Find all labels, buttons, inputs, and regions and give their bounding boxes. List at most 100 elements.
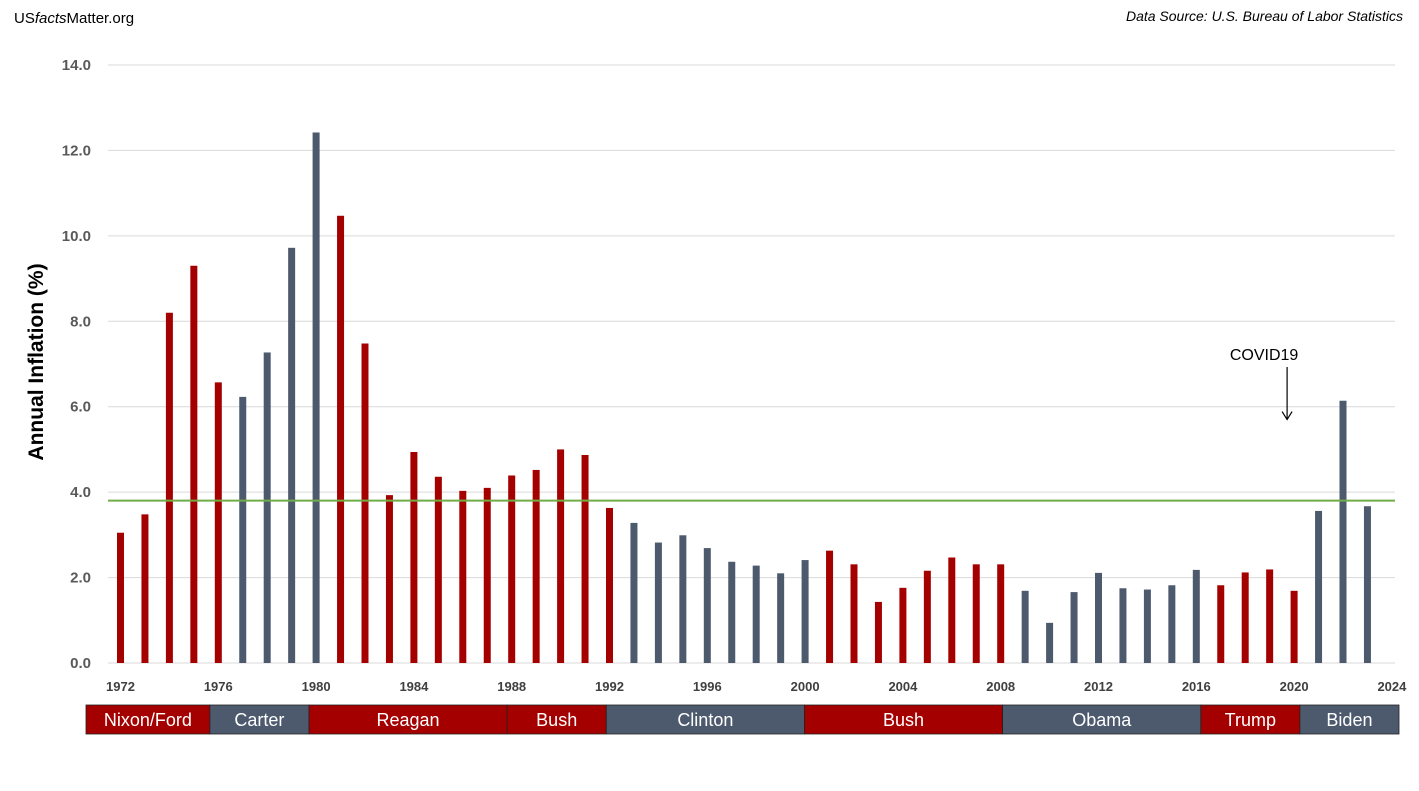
- bar-1991: [581, 454, 589, 663]
- bar-1976: [214, 382, 222, 663]
- bar-1981: [337, 215, 345, 663]
- bar-1975: [190, 265, 198, 663]
- bar-1983: [385, 495, 393, 663]
- bar-2015: [1168, 585, 1176, 663]
- bar-2006: [948, 557, 956, 663]
- bar-2004: [899, 587, 907, 663]
- bar-1984: [410, 451, 418, 663]
- y-tick-label: 8.0: [70, 313, 91, 330]
- bar-2011: [1070, 592, 1078, 663]
- term-label: Trump: [1225, 710, 1276, 730]
- x-tick-label: 1988: [497, 679, 526, 694]
- data-source-label: Data Source: U.S. Bureau of Labor Statis…: [1125, 8, 1403, 24]
- term-label: Nixon/Ford: [104, 710, 192, 730]
- bar-2001: [826, 550, 834, 663]
- x-tick-label: 1976: [204, 679, 233, 694]
- bar-2007: [972, 564, 980, 663]
- term-label: Biden: [1326, 710, 1372, 730]
- annotation-text: COVID19: [1230, 347, 1299, 364]
- term-block: [85, 704, 211, 735]
- x-tick-label: 2016: [1182, 679, 1211, 694]
- bar-1974: [165, 312, 173, 663]
- covid-annotation: COVID19: [1230, 347, 1299, 421]
- x-tick-label: 2000: [791, 679, 820, 694]
- bar-2002: [850, 564, 858, 663]
- bar-1999: [777, 573, 785, 663]
- y-tick-label: 14.0: [62, 57, 91, 74]
- x-tick-label: 1992: [595, 679, 624, 694]
- bar-1989: [532, 469, 540, 663]
- x-tick-label: 2024: [1377, 679, 1407, 694]
- x-tick-label: 1984: [399, 679, 429, 694]
- bar-1988: [508, 475, 516, 663]
- term-block: [1002, 704, 1202, 735]
- brand-suffix: Matter.org: [66, 10, 135, 27]
- x-tick-label: 1972: [106, 679, 135, 694]
- x-tick-label: 2008: [986, 679, 1015, 694]
- bar-1986: [459, 490, 467, 663]
- y-axis-label: Annual Inflation (%): [25, 263, 48, 460]
- bar-1995: [679, 535, 687, 663]
- x-tick-label: 2004: [888, 679, 918, 694]
- x-axis-ticks: 1972 1976 1980 1984 1988 1992 1996 2000 2004 2008…: [106, 679, 1407, 694]
- term-label: Reagan: [377, 710, 440, 730]
- bar-1979: [288, 247, 296, 663]
- bar-1972: [117, 532, 124, 663]
- term-block: [308, 704, 508, 735]
- term-block: [1299, 704, 1400, 735]
- bar-1990: [557, 449, 565, 663]
- y-tick-label: 10.0: [62, 228, 91, 245]
- brand-italic: facts: [34, 10, 67, 27]
- annotation-arrow-head: [1281, 411, 1293, 421]
- bar-1977: [239, 396, 247, 663]
- y-tick-label: 6.0: [70, 399, 91, 416]
- term-block: [506, 704, 607, 735]
- gridlines: [108, 64, 1395, 664]
- presidential-terms-bar: Nixon/Ford Carter Reagan Bush Clinton Bush Oba…: [85, 704, 1400, 735]
- bar-1997: [728, 561, 736, 663]
- bar-2003: [874, 601, 882, 663]
- bar-2009: [1021, 590, 1029, 663]
- bar-1985: [434, 476, 442, 663]
- y-tick-label: 0.0: [70, 655, 91, 672]
- bar-2013: [1119, 588, 1127, 663]
- term-label: Bush: [883, 710, 924, 730]
- bar-1980: [312, 132, 320, 663]
- y-tick-label: 12.0: [62, 142, 91, 159]
- y-tick-label: 4.0: [70, 484, 91, 501]
- x-tick-label: 2012: [1084, 679, 1113, 694]
- bar-2005: [923, 570, 931, 663]
- term-label: Bush: [536, 710, 577, 730]
- term-label: Clinton: [677, 710, 733, 730]
- x-tick-label: 1996: [693, 679, 722, 694]
- bar-2020: [1290, 590, 1298, 663]
- term-block: [1200, 704, 1301, 735]
- bar-2012: [1095, 572, 1102, 663]
- bar-1978: [263, 352, 271, 663]
- brand-prefix: US: [14, 10, 35, 27]
- bar-2022: [1339, 400, 1347, 663]
- bar-1993: [630, 522, 638, 663]
- bar-2023: [1363, 506, 1371, 663]
- bar-1982: [361, 343, 369, 663]
- brand-label: USfactsMatter.org: [14, 10, 134, 27]
- bars: [117, 132, 1371, 663]
- x-tick-label: 2020: [1280, 679, 1309, 694]
- term-block: [209, 704, 310, 735]
- bar-1973: [141, 514, 149, 663]
- term-label: Carter: [234, 710, 284, 730]
- bar-2014: [1143, 589, 1151, 663]
- bar-1987: [483, 487, 491, 663]
- bar-2017: [1217, 585, 1225, 663]
- bar-2000: [801, 560, 809, 663]
- x-tick-label: 1980: [302, 679, 331, 694]
- y-tick-label: 2.0: [70, 570, 91, 587]
- bar-1998: [752, 565, 760, 663]
- bar-2010: [1046, 622, 1054, 663]
- term-block: [605, 704, 805, 735]
- y-axis-ticks: 0.0 2.0 4.0 6.0 8.0 10.0 12.0 14.0: [62, 57, 91, 672]
- term-block: [804, 704, 1004, 735]
- bar-1992: [606, 507, 613, 663]
- bar-2008: [997, 564, 1005, 663]
